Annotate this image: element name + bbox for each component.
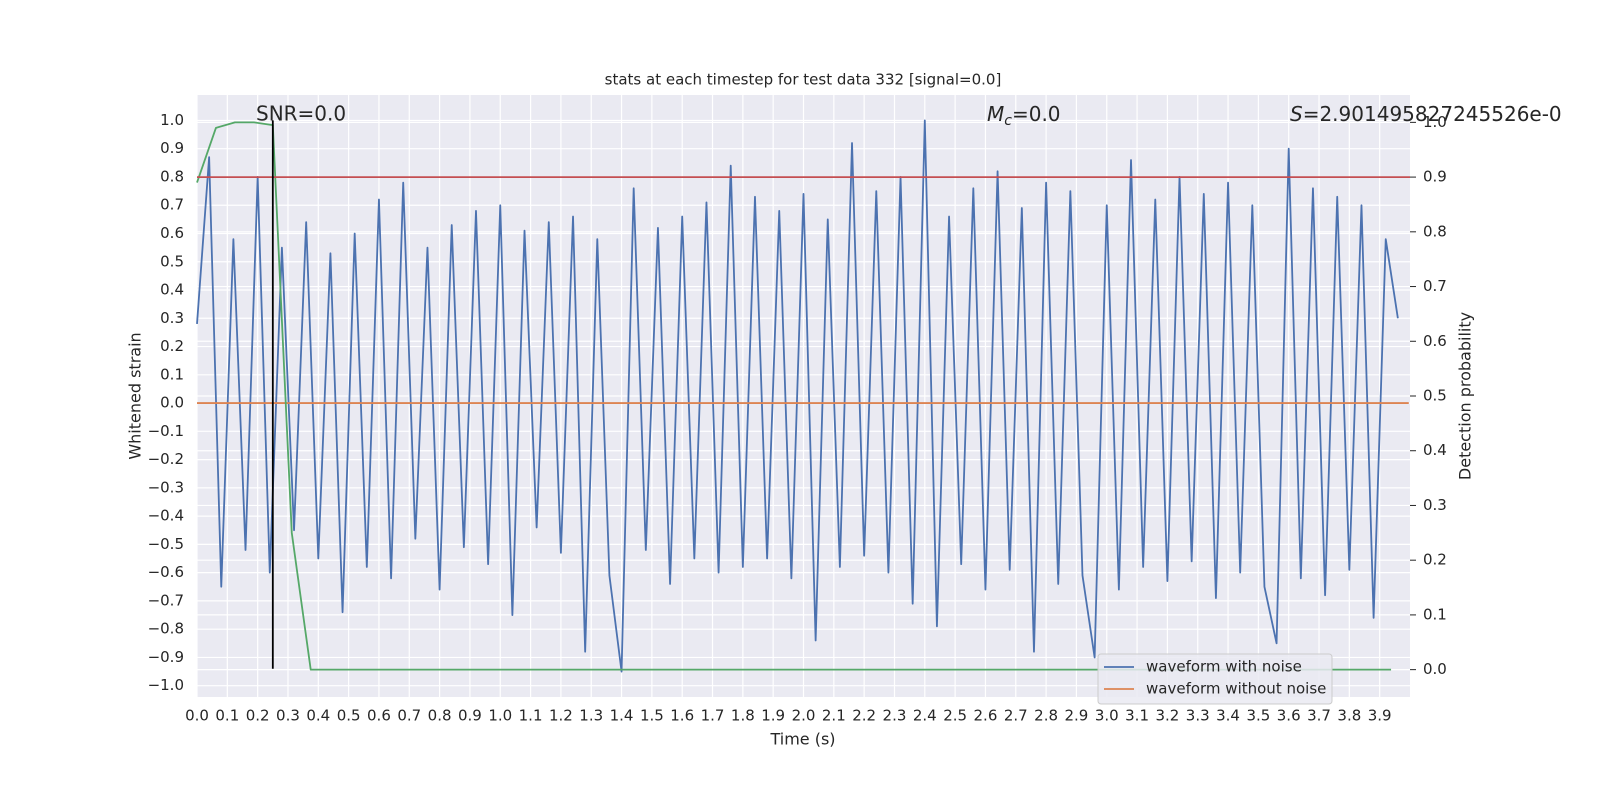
- y-axis-label: Whitened strain: [126, 332, 145, 459]
- x-tick-label: 3.0: [1095, 707, 1119, 725]
- y2-tick-label: 0.6: [1423, 332, 1447, 350]
- y2-tick-label: 0.0: [1423, 660, 1447, 678]
- x-tick-label: 0.7: [397, 707, 421, 725]
- labels: 0.0 0.1 0.2 0.3 0.4 0.5 0.6 0.7 0.8 0.9 1.0 1.1 1.2 1…: [148, 111, 1447, 725]
- s-symbol: S: [1290, 102, 1303, 126]
- mc-text: =0.0: [1012, 102, 1061, 126]
- x-tick-label: 2.2: [852, 707, 876, 725]
- y2-tick-label: 0.3: [1423, 496, 1447, 514]
- y2-tick-label: 0.8: [1423, 222, 1447, 240]
- x-tick-label: 3.6: [1277, 707, 1301, 725]
- x-tick-label: 0.9: [458, 707, 482, 725]
- snr-annotation: SNR=0.0: [256, 102, 346, 126]
- x-tick-label: 3.5: [1246, 707, 1270, 725]
- y-tick-label: −0.9: [148, 648, 184, 666]
- series-line: [196, 119, 1399, 673]
- x-tick-label: 1.0: [488, 707, 512, 725]
- y-tick-label: −0.7: [148, 591, 184, 609]
- y-tick-label: 0.2: [160, 337, 184, 355]
- x-tick-label: 0.3: [276, 707, 300, 725]
- y-tick-label: 0.6: [160, 224, 184, 242]
- x-tick-label: 0.0: [185, 707, 209, 725]
- s-text: =2.901495827245526e-0: [1303, 102, 1562, 126]
- s-annotation: S=2.901495827245526e-0: [1290, 102, 1562, 126]
- x-tick-label: 1.5: [640, 707, 664, 725]
- x-tick-label: 2.4: [913, 707, 937, 725]
- x-tick-label: 2.3: [883, 707, 907, 725]
- y2-tick-label: 0.4: [1423, 441, 1447, 459]
- y-tick-label: −0.1: [148, 422, 184, 440]
- x-tick-label: 1.8: [731, 707, 755, 725]
- y-tick-label: 0.8: [160, 167, 184, 185]
- legend-box: [1097, 653, 1333, 705]
- x-tick-label: 0.6: [367, 707, 391, 725]
- mc-symbol: M: [987, 102, 1004, 126]
- y-tick-label: 0.4: [160, 281, 184, 299]
- y-tick-label: −0.8: [148, 620, 184, 638]
- y-tick-label: −1.0: [148, 676, 184, 694]
- x-tick-label: 2.8: [1034, 707, 1058, 725]
- y-tick-label: 1.0: [160, 111, 184, 129]
- x-tick-label: 0.8: [428, 707, 452, 725]
- x-tick-label: 1.9: [761, 707, 785, 725]
- x-tick-label: 3.4: [1216, 707, 1240, 725]
- y2-tick-label: 0.2: [1423, 551, 1447, 569]
- y-tick-label: −0.3: [148, 478, 184, 496]
- x-tick-label: 2.6: [974, 707, 998, 725]
- y2-tick-label: 1.0: [1423, 113, 1447, 131]
- x-tick-label: 0.5: [337, 707, 361, 725]
- y-tick-label: 0.3: [160, 309, 184, 327]
- x-tick-label: 3.3: [1186, 707, 1210, 725]
- y2-tick-label: 0.9: [1423, 168, 1447, 186]
- y2-tick-label: 0.5: [1423, 387, 1447, 405]
- x-tick-label: 2.5: [943, 707, 967, 725]
- x-tick-label: 2.9: [1064, 707, 1088, 725]
- mc-subscript: c: [1004, 113, 1012, 129]
- x-tick-label: 3.1: [1125, 707, 1149, 725]
- x-tick-label: 0.2: [246, 707, 270, 725]
- y-tick-label: −0.6: [148, 563, 184, 581]
- x-tick-label: 3.9: [1368, 707, 1392, 725]
- y-tick-label: 0.5: [160, 252, 184, 270]
- y2-tick-label: 0.7: [1423, 277, 1447, 295]
- y-tick-label: −0.4: [148, 507, 184, 525]
- x-tick-label: 1.7: [701, 707, 725, 725]
- x-tick-label: 0.1: [215, 707, 239, 725]
- x-tick-label: 2.0: [792, 707, 816, 725]
- x-tick-label: 3.7: [1307, 707, 1331, 725]
- x-tick-label: 2.1: [822, 707, 846, 725]
- y-tick-label: −0.2: [148, 450, 184, 468]
- legend-label: waveform without noise: [1146, 680, 1326, 698]
- x-tick-label: 3.2: [1155, 707, 1179, 725]
- y-tick-label: −0.5: [148, 535, 184, 553]
- x-tick-label: 1.3: [579, 707, 603, 725]
- y-tick-label: 0.0: [160, 394, 184, 412]
- y2-tick-label: 0.1: [1423, 605, 1447, 623]
- y-tick-label: 0.1: [160, 365, 184, 383]
- x-tick-label: 1.6: [670, 707, 694, 725]
- x-tick-label: 1.2: [549, 707, 573, 725]
- x-tick-label: 0.4: [306, 707, 330, 725]
- x-tick-label: 3.8: [1337, 707, 1361, 725]
- y2-axis-label: Detection probability: [1456, 312, 1475, 480]
- y-tick-label: 0.7: [160, 196, 184, 214]
- x-tick-label: 1.4: [610, 707, 634, 725]
- x-tick-label: 1.1: [519, 707, 543, 725]
- x-axis-label: Time (s): [769, 730, 835, 749]
- legend-label: waveform with noise: [1146, 658, 1302, 676]
- chart-title: stats at each timestep for test data 332…: [605, 71, 1002, 89]
- y-tick-label: 0.9: [160, 139, 184, 157]
- legend: waveform with noise waveform without nois…: [1097, 653, 1333, 705]
- mc-annotation: Mc=0.0: [987, 102, 1061, 130]
- x-tick-label: 2.7: [1004, 707, 1028, 725]
